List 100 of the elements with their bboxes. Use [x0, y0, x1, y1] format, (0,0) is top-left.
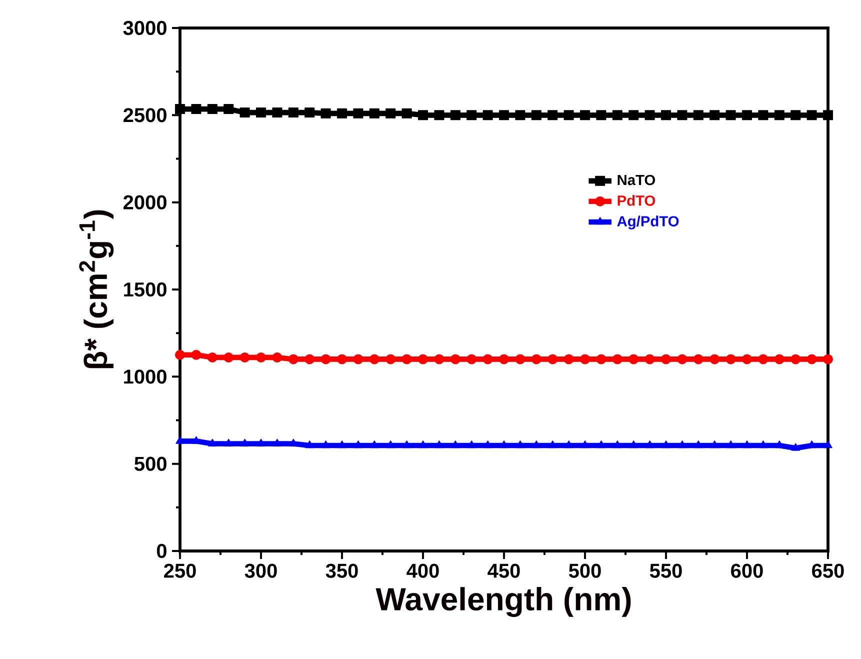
- point: [353, 354, 364, 364]
- point: [466, 110, 477, 120]
- point: [580, 440, 590, 448]
- point: [742, 354, 752, 364]
- point: [710, 354, 720, 364]
- point: [693, 354, 704, 364]
- point: [710, 110, 720, 120]
- point: [677, 110, 688, 120]
- point: [402, 354, 412, 364]
- point: [694, 440, 703, 448]
- x-axis-title: Wavelength (nm): [376, 587, 631, 617]
- point: [305, 440, 314, 448]
- point: [369, 108, 380, 118]
- point: [531, 354, 542, 364]
- point: [434, 440, 444, 448]
- point: [806, 110, 817, 120]
- point: [758, 110, 768, 120]
- point: [758, 440, 768, 448]
- point: [370, 440, 379, 448]
- point: [175, 104, 186, 114]
- point: [758, 354, 768, 364]
- point: [710, 440, 719, 448]
- point: [580, 110, 590, 120]
- point: [596, 110, 606, 120]
- point: [678, 440, 687, 448]
- point: [596, 354, 606, 364]
- point: [580, 354, 590, 364]
- point: [240, 438, 250, 446]
- point: [466, 354, 477, 364]
- x-tick-label: 550: [650, 564, 682, 578]
- point: [644, 110, 655, 120]
- point: [386, 108, 396, 118]
- point: [304, 354, 315, 364]
- point: [612, 110, 622, 120]
- point: [613, 440, 622, 448]
- legend-label: NaTO: [618, 174, 656, 186]
- legend-label: PdTO: [618, 195, 656, 206]
- point: [628, 110, 639, 120]
- point: [224, 352, 234, 362]
- point: [208, 438, 217, 446]
- point: [304, 108, 315, 118]
- x-tick-label: 300: [244, 564, 277, 578]
- point: [450, 354, 460, 364]
- point: [320, 108, 331, 118]
- point: [645, 440, 654, 448]
- legend-label: Ag/PdTO: [617, 216, 679, 230]
- point: [386, 354, 396, 364]
- point: [564, 354, 574, 364]
- point: [337, 354, 348, 364]
- point: [224, 438, 233, 446]
- point: [434, 110, 444, 120]
- point: [321, 440, 330, 448]
- point: [548, 440, 557, 448]
- point: [791, 443, 800, 451]
- point: [515, 354, 526, 364]
- y-tick-label: 2000: [123, 195, 166, 210]
- point: [482, 110, 493, 120]
- point: [661, 354, 671, 364]
- x-tick-label: 500: [568, 564, 601, 578]
- y-tick-label: 1500: [124, 282, 166, 297]
- point: [628, 354, 639, 364]
- point: [256, 108, 266, 118]
- point: [612, 354, 622, 364]
- point: [531, 110, 542, 120]
- y-tick-label: 500: [134, 456, 166, 471]
- point: [774, 110, 784, 120]
- point: [434, 354, 444, 364]
- point: [288, 108, 298, 118]
- point: [693, 110, 704, 120]
- point: [418, 440, 428, 448]
- x-tick-label: 600: [731, 564, 763, 578]
- point: [191, 350, 202, 360]
- point: [677, 354, 688, 364]
- x-tick-label: 250: [164, 564, 196, 578]
- point: [824, 440, 832, 448]
- point: [790, 354, 801, 364]
- point: [726, 440, 736, 448]
- point: [661, 110, 671, 120]
- point: [774, 354, 784, 364]
- point: [742, 110, 752, 120]
- y-tick-label: 3000: [123, 20, 166, 36]
- point: [256, 352, 266, 362]
- y-tick-label: 2500: [123, 108, 166, 122]
- point: [418, 110, 428, 120]
- point: [240, 108, 250, 118]
- point: [354, 440, 363, 448]
- x-tick-label: 400: [406, 564, 439, 578]
- point: [548, 110, 558, 120]
- point: [272, 438, 282, 446]
- point: [516, 440, 525, 448]
- point: [338, 440, 346, 448]
- point: [629, 440, 638, 448]
- point: [176, 436, 184, 444]
- point: [644, 354, 655, 364]
- point: [823, 354, 833, 364]
- point: [500, 440, 508, 448]
- point: [482, 354, 493, 364]
- point: [224, 104, 234, 114]
- y-tick-label: 1000: [124, 370, 166, 384]
- x-tick-label: 350: [326, 564, 358, 578]
